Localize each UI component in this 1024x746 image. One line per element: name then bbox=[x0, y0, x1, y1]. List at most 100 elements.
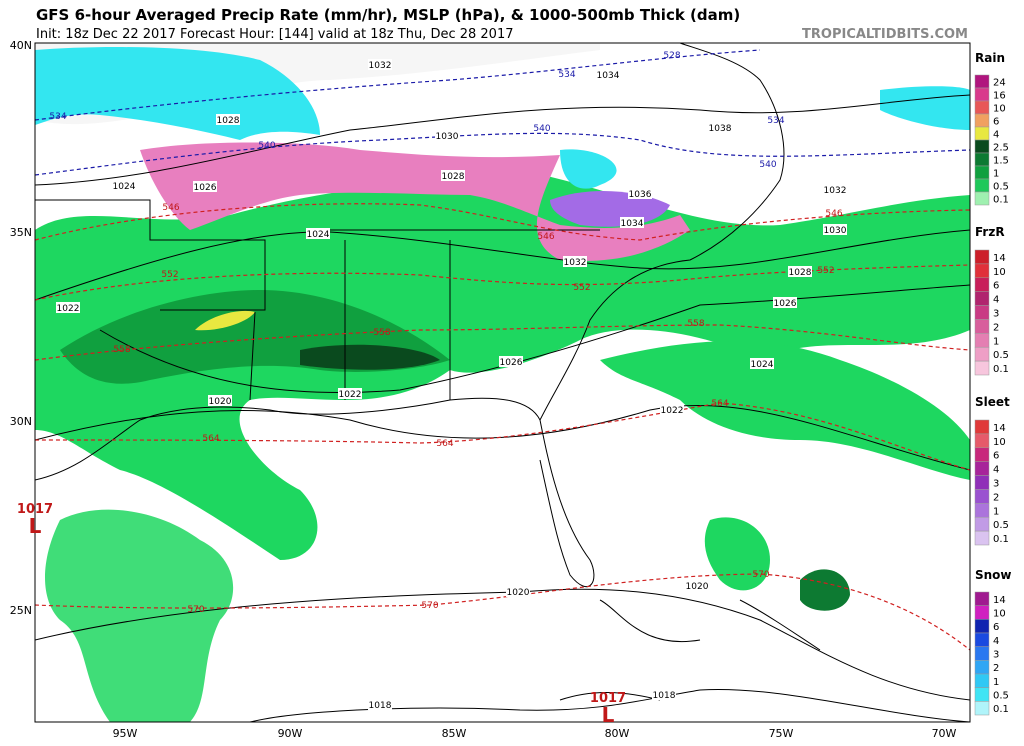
watermark: TROPICALTIDBITS.COM bbox=[802, 27, 968, 42]
thickness-label: 552 bbox=[161, 270, 178, 280]
legend-swatch bbox=[974, 461, 990, 476]
isobar-label: 1038 bbox=[709, 124, 732, 134]
legend-swatch bbox=[974, 346, 990, 362]
isobar-label: 1026 bbox=[194, 183, 217, 193]
thickness-label: 558 bbox=[687, 319, 704, 329]
legend-label: 2 bbox=[993, 322, 999, 333]
legend-swatch bbox=[974, 152, 990, 167]
legend-swatch bbox=[974, 419, 990, 435]
legend-label: 0.5 bbox=[993, 691, 1009, 702]
thickness-label: 546 bbox=[537, 232, 554, 242]
thickness-label: 546 bbox=[162, 203, 179, 213]
legend-label: 6 bbox=[993, 281, 999, 292]
lon-label: 95W bbox=[113, 727, 138, 740]
isobar-label: 1022 bbox=[661, 406, 684, 416]
lon-label: 75W bbox=[769, 727, 794, 740]
legend-label: 3 bbox=[993, 650, 999, 661]
legend-swatch bbox=[974, 530, 990, 546]
label-halo bbox=[368, 59, 392, 70]
legend-title: Rain bbox=[975, 51, 1005, 65]
label-halo bbox=[652, 689, 676, 700]
map-frame bbox=[34, 42, 971, 723]
legend-title: Snow bbox=[975, 568, 1012, 582]
label-halo bbox=[368, 699, 392, 710]
legend-swatch bbox=[974, 516, 990, 532]
legend-swatch bbox=[974, 178, 990, 193]
lat-label: 30N bbox=[10, 415, 32, 428]
isobar-label: 1030 bbox=[436, 132, 459, 142]
label-halo bbox=[435, 130, 459, 141]
legend-label: 1.5 bbox=[993, 156, 1009, 167]
precip-snow bbox=[880, 86, 970, 130]
precip-rain bbox=[300, 344, 440, 370]
legend-swatch bbox=[974, 113, 990, 128]
legend-swatch bbox=[974, 687, 990, 702]
label-halo bbox=[685, 580, 709, 591]
isobars bbox=[35, 94, 970, 722]
precip-rain bbox=[800, 569, 850, 611]
legend-swatch bbox=[974, 87, 990, 102]
isobar-label: 1024 bbox=[113, 182, 136, 192]
precip-rain bbox=[880, 228, 970, 300]
label-halo bbox=[708, 122, 732, 133]
lon-label: 70W bbox=[932, 727, 957, 740]
label-halo bbox=[628, 188, 652, 199]
legend-swatch bbox=[974, 305, 990, 320]
legend-label: 10 bbox=[993, 609, 1006, 620]
legend-swatch bbox=[974, 673, 990, 688]
legend-label: 24 bbox=[993, 78, 1006, 89]
precip-rain bbox=[195, 310, 255, 331]
legend-swatch bbox=[974, 447, 990, 462]
legend-swatch bbox=[974, 360, 990, 376]
legend-label: 0.5 bbox=[993, 350, 1009, 361]
isobar-label: 1024 bbox=[751, 360, 774, 370]
isobar-label: 1026 bbox=[500, 358, 523, 368]
isobar-label: 1022 bbox=[57, 304, 80, 314]
label-halo bbox=[499, 356, 523, 367]
isobar-label: 1024 bbox=[307, 230, 330, 240]
low-symbol: L bbox=[29, 514, 42, 538]
legend-label: 14 bbox=[993, 423, 1006, 434]
label-halo bbox=[823, 184, 847, 195]
legend-label: 1 bbox=[993, 336, 999, 347]
legend-swatch bbox=[974, 100, 990, 115]
legend-label: 0.1 bbox=[993, 364, 1009, 375]
thickness-label: 564 bbox=[711, 399, 728, 409]
label-halo bbox=[596, 69, 620, 80]
legend-label: 4 bbox=[993, 130, 999, 141]
isobar-label: 1034 bbox=[621, 219, 644, 229]
legend-swatch bbox=[974, 165, 990, 180]
isobar-label: 1034 bbox=[597, 71, 620, 81]
isobar-label: 1022 bbox=[339, 390, 362, 400]
label-halo bbox=[306, 228, 330, 239]
isobar-label: 1032 bbox=[564, 258, 587, 268]
legend-label: 4 bbox=[993, 465, 999, 476]
label-halo bbox=[338, 388, 362, 399]
label-halo bbox=[660, 404, 684, 415]
thickness-label: 552 bbox=[817, 266, 834, 276]
legend-label: 6 bbox=[993, 117, 999, 128]
thickness-label: 534 bbox=[767, 116, 784, 126]
legend-label: 1 bbox=[993, 169, 999, 180]
legend-label: 10 bbox=[993, 437, 1006, 448]
legend-swatch bbox=[974, 475, 990, 490]
legend-swatch bbox=[974, 319, 990, 334]
legend-swatch bbox=[974, 701, 990, 716]
label-halo bbox=[208, 395, 232, 406]
isobar-label: 1018 bbox=[653, 691, 676, 701]
isobar-label: 1018 bbox=[369, 701, 392, 711]
precip-rain bbox=[704, 517, 770, 591]
isobar-label: 1020 bbox=[209, 397, 232, 407]
thickness-label: 570 bbox=[187, 605, 204, 615]
legend-swatch bbox=[974, 646, 990, 661]
legend-label: 1 bbox=[993, 677, 999, 688]
label-halo bbox=[56, 302, 80, 313]
label-halo bbox=[788, 266, 812, 277]
legend-swatch bbox=[974, 263, 990, 279]
legend-swatch bbox=[974, 605, 990, 620]
label-halo bbox=[216, 114, 240, 125]
precip-freezing-rain bbox=[140, 142, 690, 261]
label-halo bbox=[193, 181, 217, 192]
